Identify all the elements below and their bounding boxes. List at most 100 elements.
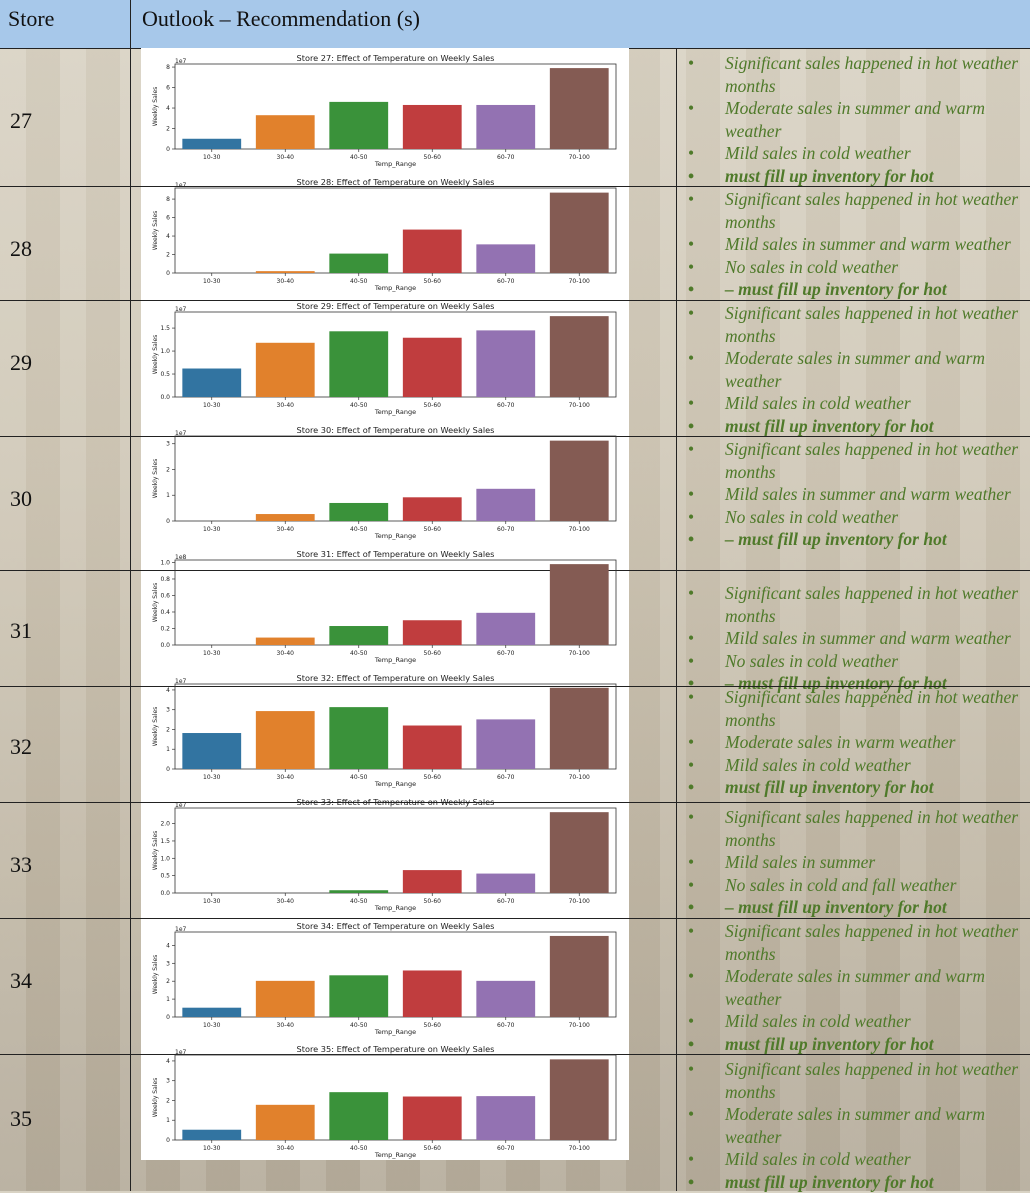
y-tick-label: 0.8 [160,576,170,583]
x-tick-label: 60-70 [497,898,515,905]
chart-title: Store 32: Effect of Temperature on Weekl… [297,673,495,683]
recommendation-item: Moderate sales in summer and warm weathe… [680,1103,1030,1148]
y-axis-label: Weekly Sales [152,211,159,251]
bar-30-40 [256,711,315,769]
plot-frame [175,188,616,273]
bar-10-30 [182,1008,241,1017]
y-tick-label: 0 [166,1137,170,1144]
y-tick-label: 3 [166,441,170,448]
recommendation-list: Significant sales happened in hot weathe… [680,302,1030,437]
x-tick-label: 60-70 [497,1145,515,1152]
bar-40-50 [329,707,388,769]
recommendation-item: No sales in cold and fall weather [680,874,1030,897]
bar-30-40 [256,638,315,645]
recommendation-item: Significant sales happened in hot weathe… [680,806,1030,851]
plot-frame [175,808,616,893]
y-tick-label: 0 [166,518,170,525]
y-tick-label: 4 [166,233,170,240]
bar-60-70 [476,719,535,769]
x-tick-label: 30-40 [277,774,295,781]
x-tick-label: 40-50 [350,154,368,161]
bar-chart: Store 27: Effect of Temperature on Weekl… [141,52,629,170]
x-tick-label: 10-30 [203,774,221,781]
x-tick-label: 30-40 [277,898,295,905]
x-tick-label: 60-70 [497,1022,515,1029]
bar-chart: Store 34: Effect of Temperature on Weekl… [141,920,629,1038]
store-number: 30 [10,486,32,512]
y-tick-label: 1.0 [160,855,170,862]
bar-chart: Store 28: Effect of Temperature on Weekl… [141,176,629,294]
y-tick-label: 1 [166,746,170,753]
x-axis-label: Temp_Range [374,532,416,540]
bar-10-30 [182,1130,241,1140]
y-tick-label: 1 [166,492,170,499]
plot-frame [175,560,616,645]
y-tick-label: 1.0 [160,559,170,566]
y-tick-label: 6 [166,85,170,92]
chart-svg: Store 27: Effect of Temperature on Weekl… [141,52,629,170]
x-tick-label: 30-40 [277,1022,295,1029]
chart-title: Store 30: Effect of Temperature on Weekl… [297,425,495,435]
bar-70-100 [550,193,609,273]
recommendation-item: Moderate sales in summer and warm weathe… [680,97,1030,142]
recommendation-item: Moderate sales in warm weather [680,731,1030,754]
x-tick-label: 10-30 [203,526,221,533]
column-divider-2 [676,48,677,1191]
store-number: 29 [10,350,32,376]
bar-70-100 [550,936,609,1017]
bar-70-100 [550,1059,609,1140]
bar-50-60 [403,870,462,893]
bar-60-70 [476,105,535,149]
recommendation-item: Mild sales in summer and warm weather [680,483,1030,506]
bar-70-100 [550,812,609,893]
header-store: Store [8,6,54,32]
header-outlook: Outlook – Recommendation (s) [142,6,420,32]
x-tick-label: 40-50 [350,1145,368,1152]
bar-30-40 [256,1105,315,1140]
y-tick-label: 0.4 [160,609,170,616]
column-divider-1 [130,0,131,1191]
x-tick-label: 40-50 [350,278,368,285]
recommendation-item: Mild sales in cold weather [680,754,1030,777]
x-tick-label: 70-100 [569,774,590,781]
x-tick-label: 30-40 [277,154,295,161]
chart-title: Store 31: Effect of Temperature on Weekl… [297,549,495,559]
recommendation-item: Mild sales in summer and warm weather [680,233,1030,256]
x-tick-label: 30-40 [277,650,295,657]
y-tick-label: 2.0 [160,821,170,828]
recommendation-item: must fill up inventory for hot [680,165,1030,188]
y-tick-label: 2 [166,126,170,133]
x-tick-label: 70-100 [569,402,590,409]
bar-30-40 [256,514,315,521]
bar-60-70 [476,981,535,1017]
bar-40-50 [329,254,388,273]
bar-40-50 [329,331,388,397]
bar-30-40 [256,343,315,397]
x-tick-label: 70-100 [569,898,590,905]
y-tick-label: 0.6 [160,592,170,599]
bar-chart: Store 33: Effect of Temperature on Weekl… [141,796,629,914]
bar-40-50 [329,626,388,645]
bar-50-60 [403,105,462,149]
x-tick-label: 60-70 [497,402,515,409]
x-tick-label: 70-100 [569,526,590,533]
recommendation-item: Mild sales in cold weather [680,142,1030,165]
bar-40-50 [329,102,388,149]
y-tick-label: 1 [166,996,170,1003]
y-tick-label: 3 [166,707,170,714]
x-axis-label: Temp_Range [374,408,416,416]
chart-svg: Store 29: Effect of Temperature on Weekl… [141,300,629,418]
y-tick-label: 0.5 [160,371,170,378]
y-tick-label: 0 [166,1014,170,1021]
x-tick-label: 40-50 [350,526,368,533]
y-tick-label: 4 [166,687,170,694]
y-tick-label: 0 [166,270,170,277]
bar-60-70 [476,244,535,273]
x-axis-label: Temp_Range [374,904,416,912]
recommendation-item: must fill up inventory for hot [680,1171,1030,1193]
x-tick-label: 50-60 [424,1145,442,1152]
x-axis-label: Temp_Range [374,656,416,664]
y-axis-label: Weekly Sales [152,459,159,499]
x-tick-label: 30-40 [277,402,295,409]
recommendation-item: Significant sales happened in hot weathe… [680,686,1030,731]
